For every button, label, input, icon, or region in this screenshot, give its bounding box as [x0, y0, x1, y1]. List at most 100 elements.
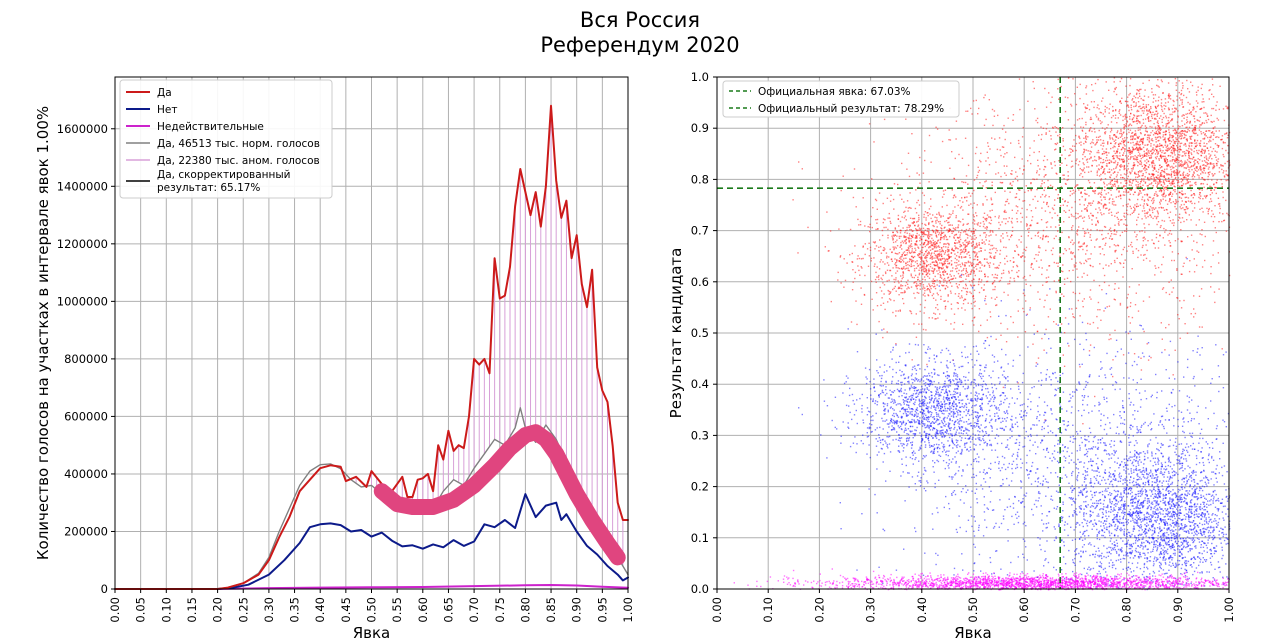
scatter-point: [975, 254, 977, 257]
scatter-point: [1155, 236, 1158, 239]
scatter-point: [1162, 237, 1164, 239]
scatter-point: [1048, 92, 1050, 94]
scatter-point: [898, 237, 901, 239]
scatter-point: [1004, 222, 1007, 225]
scatter-point: [916, 285, 918, 287]
scatter-point: [1055, 143, 1058, 146]
scatter-point: [980, 262, 982, 264]
scatter-point: [930, 244, 932, 247]
scatter-point: [1123, 177, 1126, 180]
scatter-point: [1123, 128, 1125, 130]
scatter-point: [1179, 125, 1181, 128]
scatter-point: [1067, 97, 1069, 99]
scatter-point: [1137, 119, 1139, 122]
scatter-point: [1079, 261, 1081, 264]
scatter-point: [1109, 131, 1112, 133]
scatter-point: [1145, 128, 1147, 130]
scatter-point: [1177, 115, 1179, 117]
scatter-point: [1204, 165, 1206, 167]
scatter-point: [1136, 161, 1139, 163]
scatter-point: [1220, 164, 1222, 166]
scatter-point: [997, 267, 1000, 269]
scatter-point: [1177, 132, 1180, 135]
scatter-point: [1130, 155, 1132, 158]
scatter-point: [1166, 150, 1169, 152]
scatter-point: [838, 228, 840, 230]
scatter-point: [1098, 156, 1100, 159]
scatter-point: [935, 245, 937, 247]
scatter-point: [1150, 107, 1152, 110]
scatter-point: [1036, 330, 1039, 333]
scatter-point: [1162, 116, 1165, 119]
scatter-point: [1164, 171, 1166, 174]
scatter-point: [1200, 182, 1203, 185]
scatter-point: [1147, 151, 1149, 153]
scatter-point: [905, 238, 907, 240]
scatter-point: [1157, 104, 1160, 106]
scatter-point: [1163, 160, 1166, 162]
scatter-point: [955, 255, 958, 257]
scatter-point: [878, 268, 881, 270]
scatter-point: [918, 274, 920, 276]
scatter-point: [1180, 207, 1182, 210]
scatter-point: [1085, 137, 1087, 139]
scatter-point: [998, 280, 1000, 283]
scatter-point: [941, 262, 943, 264]
scatter-point: [967, 275, 970, 277]
scatter-point: [1005, 211, 1007, 213]
scatter-point: [958, 240, 960, 242]
x-tick-label: 0.10: [159, 597, 173, 623]
scatter-point: [1129, 115, 1131, 118]
scatter-point: [1123, 246, 1126, 249]
scatter-point: [964, 287, 966, 290]
scatter-point: [1006, 152, 1008, 154]
scatter-point: [1140, 369, 1143, 371]
scatter-point: [886, 331, 888, 333]
scatter-point: [1141, 170, 1143, 172]
scatter-point: [1106, 163, 1108, 165]
scatter-point: [1143, 236, 1145, 238]
scatter-point: [916, 201, 918, 204]
scatter-point: [967, 251, 969, 254]
scatter-point: [1129, 178, 1132, 181]
scatter-point: [906, 288, 908, 290]
scatter-point: [1054, 212, 1056, 214]
scatter-point: [906, 226, 908, 229]
scatter-point: [942, 245, 945, 248]
scatter-point: [942, 285, 944, 287]
scatter-point: [1127, 100, 1129, 103]
scatter-point: [1086, 107, 1088, 109]
scatter-point: [1043, 155, 1046, 157]
scatter-point: [934, 250, 936, 252]
scatter-point: [986, 151, 988, 153]
scatter-point: [1132, 147, 1134, 149]
scatter-point: [1147, 215, 1149, 218]
scatter-point: [1153, 97, 1155, 100]
legend-label: Да, скорректированный: [157, 169, 290, 181]
scatter-point: [1079, 203, 1081, 206]
scatter-point: [936, 292, 938, 294]
scatter-point: [862, 197, 864, 199]
scatter-point: [1178, 104, 1181, 107]
scatter-point: [945, 246, 947, 248]
scatter-point: [975, 146, 978, 149]
scatter-point: [924, 223, 926, 226]
scatter-point: [941, 247, 943, 249]
scatter-point: [934, 287, 937, 290]
scatter-point: [920, 257, 922, 259]
scatter-point: [1165, 173, 1168, 175]
scatter-point: [1166, 145, 1169, 147]
scatter-point: [1147, 166, 1150, 169]
scatter-point: [1166, 174, 1168, 176]
scatter-point: [1128, 131, 1130, 134]
scatter-point: [954, 293, 957, 295]
scatter-point: [1168, 216, 1170, 219]
scatter-point: [1141, 175, 1143, 177]
scatter-point: [911, 217, 914, 220]
scatter-point: [1135, 176, 1137, 178]
scatter-point: [1006, 232, 1008, 234]
scatter-point: [1227, 152, 1229, 154]
scatter-point: [999, 249, 1002, 252]
scatter-point: [1003, 210, 1005, 213]
scatter-point: [1175, 200, 1177, 202]
